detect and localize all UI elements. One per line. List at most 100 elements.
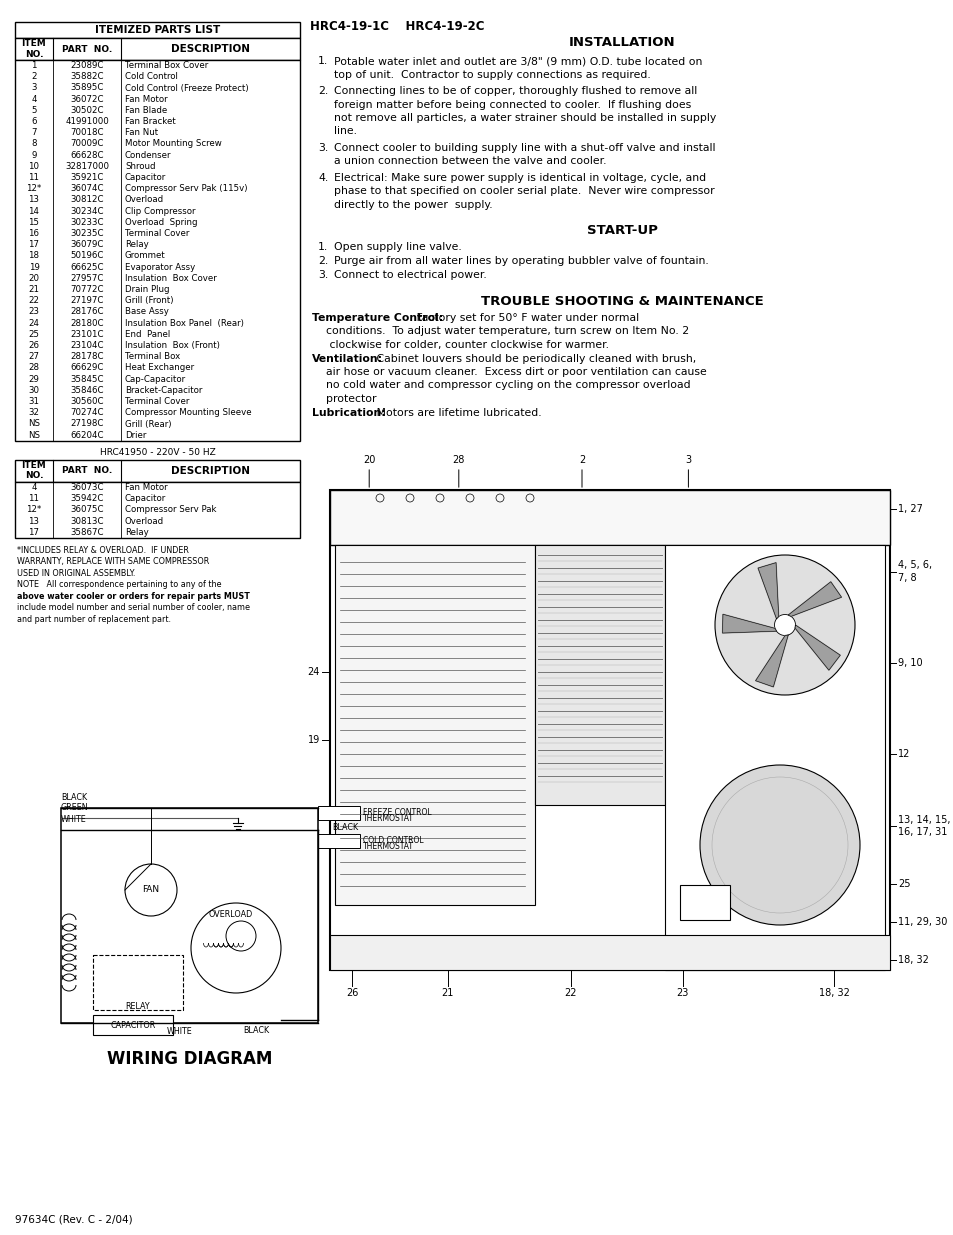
Text: 23: 23 bbox=[676, 988, 688, 998]
Text: 1.: 1. bbox=[317, 242, 328, 252]
Text: 70772C: 70772C bbox=[71, 285, 104, 294]
Text: Ventilation:: Ventilation: bbox=[312, 353, 383, 363]
Text: 12*: 12* bbox=[27, 184, 42, 194]
Text: 32817000: 32817000 bbox=[65, 162, 109, 170]
Text: 30813C: 30813C bbox=[71, 516, 104, 526]
Text: Relay: Relay bbox=[125, 241, 149, 249]
Text: 27: 27 bbox=[29, 352, 39, 362]
Text: 7: 7 bbox=[31, 128, 37, 137]
Text: End  Panel: End Panel bbox=[125, 330, 170, 338]
Text: 12: 12 bbox=[897, 748, 909, 760]
Text: WIRING DIAGRAM: WIRING DIAGRAM bbox=[107, 1050, 272, 1068]
Text: COLD CONTROL: COLD CONTROL bbox=[363, 836, 423, 845]
Text: 14: 14 bbox=[29, 206, 39, 216]
Text: BLACK: BLACK bbox=[243, 1026, 269, 1035]
Text: 2: 2 bbox=[31, 73, 37, 82]
Text: Insulation  Box (Front): Insulation Box (Front) bbox=[125, 341, 219, 350]
Text: 70018C: 70018C bbox=[71, 128, 104, 137]
Text: 41991000: 41991000 bbox=[65, 117, 109, 126]
Text: 11: 11 bbox=[29, 494, 39, 503]
Text: Fan Nut: Fan Nut bbox=[125, 128, 158, 137]
Text: WHITE: WHITE bbox=[61, 815, 87, 824]
Text: 29: 29 bbox=[29, 374, 39, 384]
Text: Grommet: Grommet bbox=[125, 252, 166, 261]
Text: DESCRIPTION: DESCRIPTION bbox=[171, 466, 250, 475]
Text: Heat Exchanger: Heat Exchanger bbox=[125, 363, 193, 373]
Text: Cabinet louvers should be periodically cleaned with brush,: Cabinet louvers should be periodically c… bbox=[373, 353, 695, 363]
Text: Cap-Capacitor: Cap-Capacitor bbox=[125, 374, 186, 384]
Text: OVERLOAD: OVERLOAD bbox=[209, 910, 253, 919]
Text: 11, 29, 30: 11, 29, 30 bbox=[897, 918, 946, 927]
Polygon shape bbox=[758, 563, 778, 619]
Text: clockwise for colder, counter clockwise for warmer.: clockwise for colder, counter clockwise … bbox=[312, 340, 608, 350]
Text: Purge air from all water lines by operating bubbler valve of fountain.: Purge air from all water lines by operat… bbox=[334, 256, 708, 266]
Text: Grill (Front): Grill (Front) bbox=[125, 296, 173, 305]
Text: START-UP: START-UP bbox=[586, 225, 658, 237]
Text: ITEMIZED PARTS LIST: ITEMIZED PARTS LIST bbox=[94, 25, 220, 35]
Text: 50196C: 50196C bbox=[71, 252, 104, 261]
Text: 18, 32: 18, 32 bbox=[818, 988, 848, 998]
Text: FAN: FAN bbox=[142, 885, 159, 894]
Text: Terminal Cover: Terminal Cover bbox=[125, 230, 190, 238]
Text: 23101C: 23101C bbox=[71, 330, 104, 338]
Text: TROUBLE SHOOTING & MAINTENANCE: TROUBLE SHOOTING & MAINTENANCE bbox=[480, 295, 763, 308]
Bar bbox=[15, 482, 299, 537]
Text: 26: 26 bbox=[346, 988, 358, 998]
Text: 21: 21 bbox=[441, 988, 454, 998]
Text: phase to that specified on cooler serial plate.  Never wire compressor: phase to that specified on cooler serial… bbox=[334, 186, 714, 196]
Text: 1.: 1. bbox=[317, 56, 328, 65]
Text: WARRANTY, REPLACE WITH SAME COMPRESSOR: WARRANTY, REPLACE WITH SAME COMPRESSOR bbox=[17, 557, 209, 567]
Text: 35942C: 35942C bbox=[71, 494, 104, 503]
Text: include model number and serial number of cooler, name: include model number and serial number o… bbox=[17, 604, 250, 613]
Text: 28178C: 28178C bbox=[71, 352, 104, 362]
Bar bbox=[15, 22, 299, 38]
Text: PART  NO.: PART NO. bbox=[62, 44, 112, 53]
Text: 24: 24 bbox=[307, 667, 319, 678]
Bar bbox=[330, 935, 889, 969]
Text: and part number of replacement part.: and part number of replacement part. bbox=[17, 615, 171, 624]
Text: 25: 25 bbox=[897, 878, 909, 889]
Text: INSTALLATION: INSTALLATION bbox=[569, 36, 675, 49]
Bar bbox=[92, 955, 183, 1010]
Text: HRC4-19-1C    HRC4-19-2C: HRC4-19-1C HRC4-19-2C bbox=[310, 20, 484, 33]
Text: 1, 27: 1, 27 bbox=[897, 504, 922, 514]
Text: 2.: 2. bbox=[317, 256, 328, 266]
Text: Terminal Box: Terminal Box bbox=[125, 352, 180, 362]
Text: 12*: 12* bbox=[27, 505, 42, 514]
Text: 35895C: 35895C bbox=[71, 84, 104, 93]
Text: 23089C: 23089C bbox=[71, 61, 104, 70]
Text: 28180C: 28180C bbox=[71, 319, 104, 327]
Text: 30502C: 30502C bbox=[71, 106, 104, 115]
Text: RELAY: RELAY bbox=[126, 1002, 151, 1011]
Text: *INCLUDES RELAY & OVERLOAD.  IF UNDER: *INCLUDES RELAY & OVERLOAD. IF UNDER bbox=[17, 546, 189, 555]
Text: 5: 5 bbox=[31, 106, 37, 115]
Text: 35845C: 35845C bbox=[71, 374, 104, 384]
Text: 3: 3 bbox=[31, 84, 37, 93]
Text: Electrical: Make sure power supply is identical in voltage, cycle, and: Electrical: Make sure power supply is id… bbox=[334, 173, 705, 183]
Text: 13, 14, 15,
16, 17, 31: 13, 14, 15, 16, 17, 31 bbox=[897, 815, 949, 837]
Text: 35882C: 35882C bbox=[71, 73, 104, 82]
Text: NS: NS bbox=[28, 431, 40, 440]
Text: 24: 24 bbox=[29, 319, 39, 327]
Bar bbox=[317, 834, 359, 848]
Bar bbox=[664, 545, 884, 969]
Text: NOTE   All correspondence pertaining to any of the: NOTE All correspondence pertaining to an… bbox=[17, 580, 221, 589]
Bar bbox=[15, 459, 299, 482]
Text: Fan Motor: Fan Motor bbox=[125, 95, 168, 104]
Text: Lubrication:: Lubrication: bbox=[312, 408, 385, 417]
Text: Drain Plug: Drain Plug bbox=[125, 285, 170, 294]
Circle shape bbox=[714, 555, 854, 695]
Text: 20: 20 bbox=[29, 274, 39, 283]
Text: 36072C: 36072C bbox=[71, 95, 104, 104]
Text: 20: 20 bbox=[363, 454, 375, 466]
Bar bbox=[15, 61, 299, 441]
Text: 35867C: 35867C bbox=[71, 527, 104, 537]
Bar bbox=[535, 545, 664, 805]
Text: CAPACITOR: CAPACITOR bbox=[111, 1020, 155, 1030]
Text: 66628C: 66628C bbox=[71, 151, 104, 159]
Text: Temperature Control:: Temperature Control: bbox=[312, 312, 443, 324]
Text: Connect to electrical power.: Connect to electrical power. bbox=[334, 269, 486, 279]
Text: 17: 17 bbox=[29, 527, 39, 537]
Text: 30234C: 30234C bbox=[71, 206, 104, 216]
Polygon shape bbox=[755, 635, 787, 687]
